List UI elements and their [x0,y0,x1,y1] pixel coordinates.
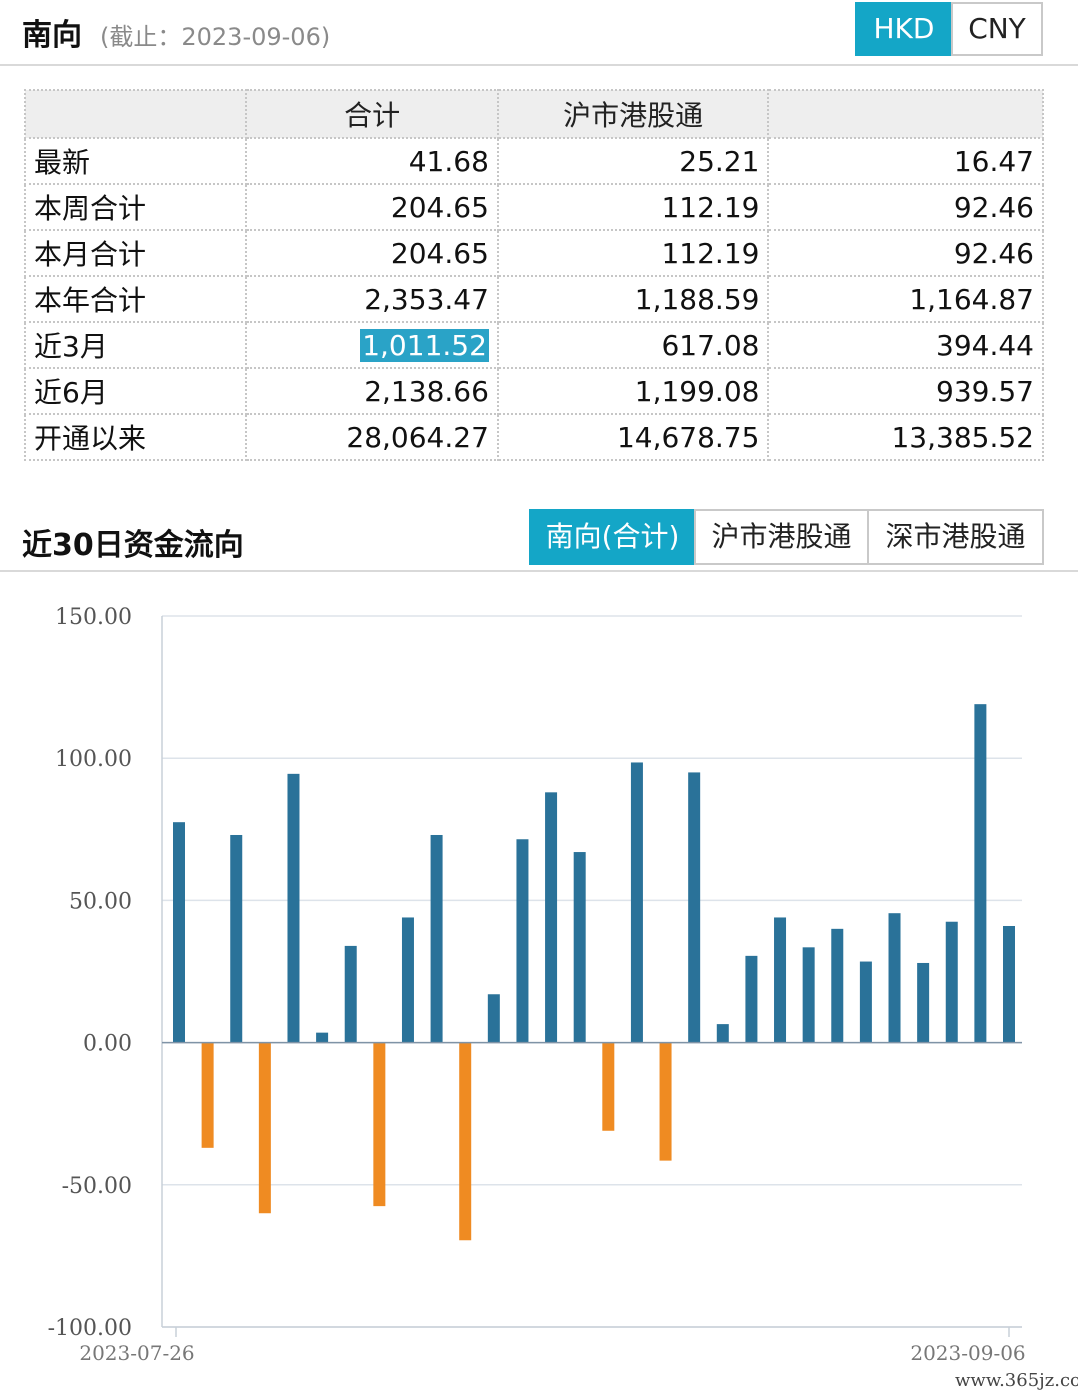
table-header-empty [23,89,248,139]
summary-table: 合计 沪市港股通 最新 41.68 25.21 16.47 本周合计 204.6… [23,89,1044,461]
cell-shanghai: 112.19 [496,183,770,231]
y-tick-label: 50.00 [69,889,132,914]
row-label: 本月合计 [23,229,248,277]
bar [516,839,529,1043]
tab-shenzhen-connect[interactable]: 深市港股通 [867,509,1044,565]
row-label: 最新 [23,137,248,185]
table-row: 开通以来 28,064.27 14,678.75 13,385.52 [23,413,1044,461]
bar [630,762,643,1043]
table-row: 本年合计 2,353.47 1,188.59 1,164.87 [23,275,1044,323]
table-header-shanghai: 沪市港股通 [496,89,770,139]
cell-total: 204.65 [245,229,499,277]
cell-shenzhen: 16.47 [767,137,1044,185]
x-tick-label: 2023-07-26 [79,1341,194,1365]
row-label: 开通以来 [23,413,248,461]
as-of-date: (截止：2023-09-06) [100,23,331,51]
currency-cny-button[interactable]: CNY [951,2,1043,56]
y-tick-label: -50.00 [62,1174,132,1199]
table-row: 最新 41.68 25.21 16.47 [23,137,1044,185]
cell-shenzhen: 92.46 [767,183,1044,231]
cell-total: 41.68 [245,137,499,185]
page-title: 南向 [22,18,82,53]
y-tick-label: 0.00 [83,1032,132,1057]
bar [401,917,414,1043]
bar [230,834,243,1043]
cell-shenzhen: 1,164.87 [767,275,1044,323]
cell-shenzhen: 939.57 [767,367,1044,415]
bar [745,955,758,1043]
bar [716,1024,729,1043]
row-label: 近3月 [23,321,248,369]
bar [573,852,586,1043]
cell-total: 28,064.27 [245,413,499,461]
flow-bar-chart: 150.00100.0050.000.00-50.00-100.002023-0… [48,605,1026,1365]
cell-total: 2,353.47 [245,275,499,323]
cell-shanghai: 1,188.59 [496,275,770,323]
cell-shenzhen: 13,385.52 [767,413,1044,461]
bar [344,945,357,1043]
bar [487,994,500,1043]
bar [430,834,443,1043]
header-bar: 南向 (截止：2023-09-06) HKD CNY [0,0,1078,66]
table-row: 近6月 2,138.66 1,199.08 939.57 [23,367,1044,415]
cell-total: 2,138.66 [245,367,499,415]
selected-text: 1,011.52 [360,328,489,362]
tab-southbound-total[interactable]: 南向(合计) [529,509,696,565]
bar [287,773,300,1043]
table-header-shenzhen [767,89,1044,139]
bar [888,913,901,1043]
bar [859,961,872,1043]
bar [831,928,844,1043]
tab-shanghai-connect[interactable]: 沪市港股通 [694,509,869,565]
bar [173,822,185,1043]
bar [545,792,558,1043]
row-label: 本年合计 [23,275,248,323]
bar [1003,925,1015,1043]
bar [373,1042,386,1207]
bar [917,962,930,1043]
table-header-row: 合计 沪市港股通 [23,89,1044,139]
cell-shenzhen: 92.46 [767,229,1044,277]
bar [774,917,787,1043]
bar [945,921,958,1043]
table-row: 近3月 1,011.52 617.08 394.44 [23,321,1044,369]
table-row: 本月合计 204.65 112.19 92.46 [23,229,1044,277]
cell-shanghai: 1,199.08 [496,367,770,415]
bar [602,1042,615,1131]
section-divider [0,570,1078,572]
bar [802,947,815,1043]
table-header-total: 合计 [245,89,499,139]
cell-shanghai: 617.08 [496,321,770,369]
cell-shanghai: 25.21 [496,137,770,185]
cell-total-selected[interactable]: 1,011.52 [245,321,499,369]
y-tick-label: 100.00 [55,747,132,772]
bar [258,1042,271,1214]
y-tick-label: -100.00 [48,1316,132,1341]
cell-shanghai: 112.19 [496,229,770,277]
cell-shenzhen: 394.44 [767,321,1044,369]
bar [974,704,987,1043]
currency-hkd-button[interactable]: HKD [855,2,953,56]
cell-total: 204.65 [245,183,499,231]
table-row: 本周合计 204.65 112.19 92.46 [23,183,1044,231]
cell-shanghai: 14,678.75 [496,413,770,461]
bar [659,1042,672,1161]
y-tick-label: 150.00 [55,605,132,630]
bar [688,772,701,1043]
watermark: www.365jz.com [955,1370,1078,1391]
x-tick-label: 2023-09-06 [910,1341,1025,1365]
bar [316,1032,329,1043]
row-label: 本周合计 [23,183,248,231]
bar [201,1042,214,1148]
section-title: 近30日资金流向 [22,528,244,563]
bar [459,1042,472,1241]
row-label: 近6月 [23,367,248,415]
